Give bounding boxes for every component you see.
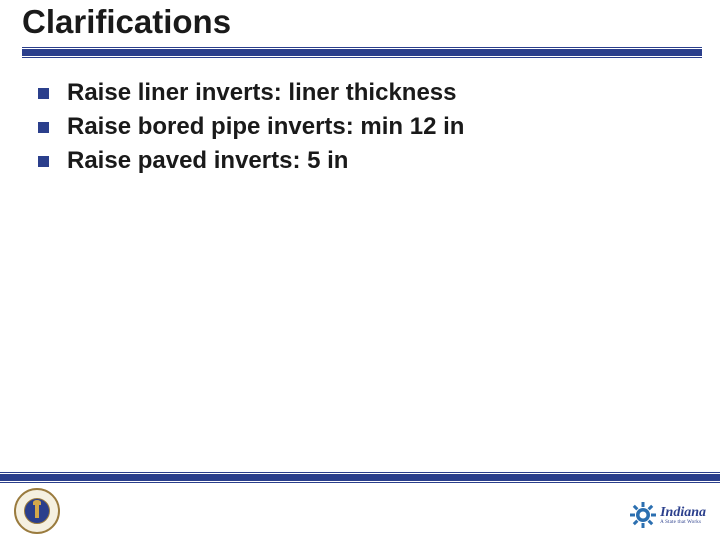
slide: Clarifications Raise liner inverts: line… bbox=[0, 0, 720, 540]
list-item: Raise paved inverts: 5 in bbox=[38, 146, 678, 176]
footer-underline bbox=[0, 472, 720, 484]
bullet-icon bbox=[38, 122, 49, 133]
logo-main-text: Indiana bbox=[660, 506, 706, 520]
bullet-text: Raise paved inverts: 5 in bbox=[67, 146, 348, 176]
list-item: Raise bored pipe inverts: min 12 in bbox=[38, 112, 678, 142]
indiana-logo-text: Indiana A State that Works bbox=[660, 506, 706, 525]
gear-icon bbox=[630, 502, 656, 528]
bullet-icon bbox=[38, 88, 49, 99]
logo-sub-text: A State that Works bbox=[660, 520, 706, 525]
bullet-text: Raise bored pipe inverts: min 12 in bbox=[67, 112, 464, 142]
indiana-logo: Indiana A State that Works bbox=[630, 502, 706, 528]
bullet-icon bbox=[38, 156, 49, 167]
title-underline bbox=[22, 47, 702, 59]
bullet-text: Raise liner inverts: liner thickness bbox=[67, 78, 457, 108]
page-title: Clarifications bbox=[22, 3, 231, 41]
indiana-seal-icon bbox=[14, 488, 60, 534]
list-item: Raise liner inverts: liner thickness bbox=[38, 78, 678, 108]
bullet-list: Raise liner inverts: liner thickness Rai… bbox=[38, 78, 678, 180]
